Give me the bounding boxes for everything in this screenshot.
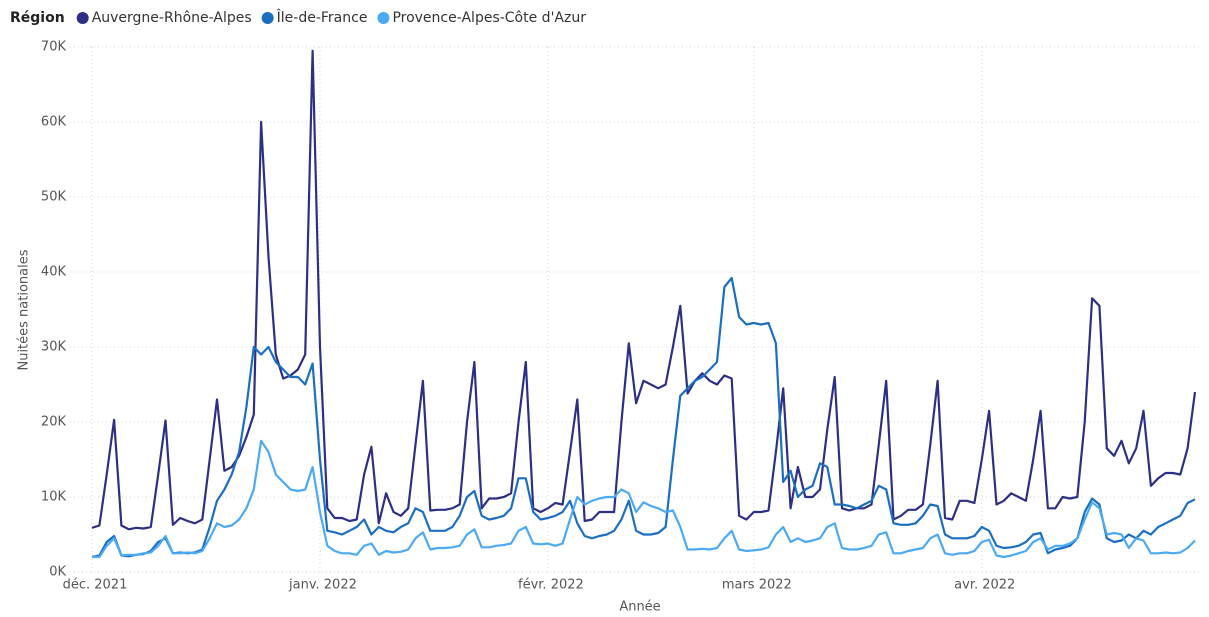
legend-marker — [261, 12, 274, 24]
x-tick-label: janv. 2022 — [288, 578, 357, 593]
legend-marker — [377, 12, 390, 24]
y-tick-label: 10K — [41, 490, 67, 505]
x-tick-label: févr. 2022 — [518, 578, 584, 593]
x-tick-label: avr. 2022 — [954, 578, 1015, 593]
legend-marker — [76, 12, 89, 24]
y-tick-label: 20K — [41, 415, 67, 430]
y-axis-title: Nuitées nationales — [17, 249, 32, 370]
legend-label: Provence-Alpes-Côte d'Azur — [392, 10, 586, 26]
y-tick-label: 50K — [41, 190, 67, 205]
series-line — [92, 439, 1196, 559]
series-line — [91, 276, 1196, 559]
y-tick-label: 60K — [41, 115, 67, 130]
x-tick-label: mars 2022 — [722, 578, 792, 593]
y-tick-label: 70K — [41, 40, 67, 55]
y-tick-label: 40K — [41, 265, 67, 280]
legend-label: Auvergne-Rhône-Alpes — [92, 10, 252, 26]
legend-title: Région — [10, 10, 65, 26]
x-axis-title: Année — [619, 600, 660, 615]
legend-label: Île-de-France — [276, 8, 368, 26]
y-tick-label: 30K — [41, 340, 67, 355]
y-tick-label: 0K — [49, 565, 66, 580]
x-tick-label: déc. 2021 — [63, 578, 128, 593]
series-line — [91, 49, 1197, 531]
